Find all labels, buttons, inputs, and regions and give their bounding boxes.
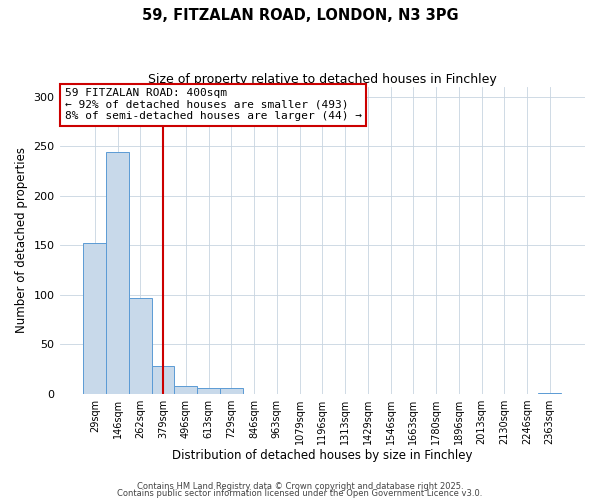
Bar (220, 388, 242, 394)
Text: 59 FITZALAN ROAD: 400sqm
← 92% of detached houses are smaller (493)
8% of semi-d: 59 FITZALAN ROAD: 400sqm ← 92% of detach… (65, 88, 362, 122)
Text: Contains HM Land Registry data © Crown copyright and database right 2025.: Contains HM Land Registry data © Crown c… (137, 482, 463, 491)
Bar (175, 386, 197, 394)
Bar (129, 298, 152, 394)
Text: Contains public sector information licensed under the Open Government Licence v3: Contains public sector information licen… (118, 490, 482, 498)
Bar (106, 152, 129, 394)
Title: Size of property relative to detached houses in Finchley: Size of property relative to detached ho… (148, 72, 497, 86)
X-axis label: Distribution of detached houses by size in Finchley: Distribution of detached houses by size … (172, 450, 473, 462)
Y-axis label: Number of detached properties: Number of detached properties (15, 147, 28, 333)
Bar (538, 392, 561, 394)
Bar (152, 366, 175, 394)
Bar (197, 388, 220, 394)
Text: 59, FITZALAN ROAD, LONDON, N3 3PG: 59, FITZALAN ROAD, LONDON, N3 3PG (142, 8, 458, 22)
Bar (83, 243, 106, 394)
